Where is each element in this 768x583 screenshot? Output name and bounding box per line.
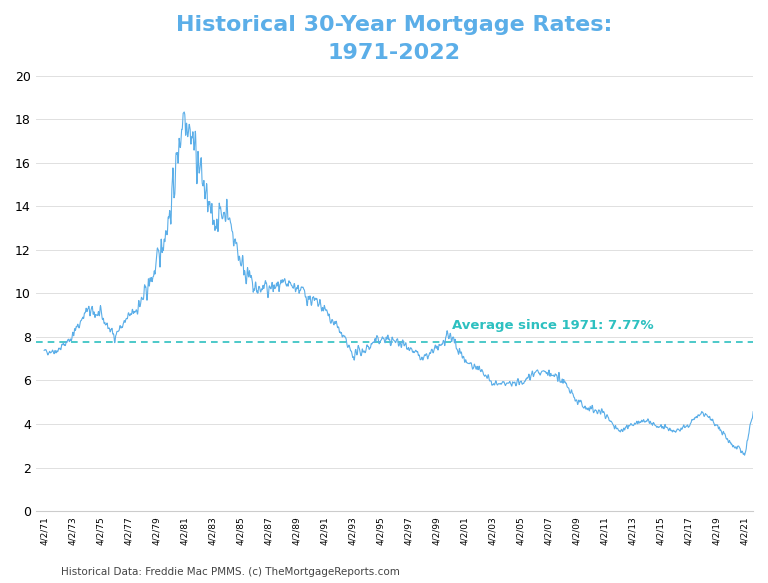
- Text: Historical Data: Freddie Mac PMMS. (c) TheMortgageReports.com: Historical Data: Freddie Mac PMMS. (c) T…: [61, 567, 400, 577]
- Text: Average since 1971: 7.77%: Average since 1971: 7.77%: [452, 319, 654, 332]
- Title: Historical 30-Year Mortgage Rates:
1971-2022: Historical 30-Year Mortgage Rates: 1971-…: [176, 15, 613, 63]
